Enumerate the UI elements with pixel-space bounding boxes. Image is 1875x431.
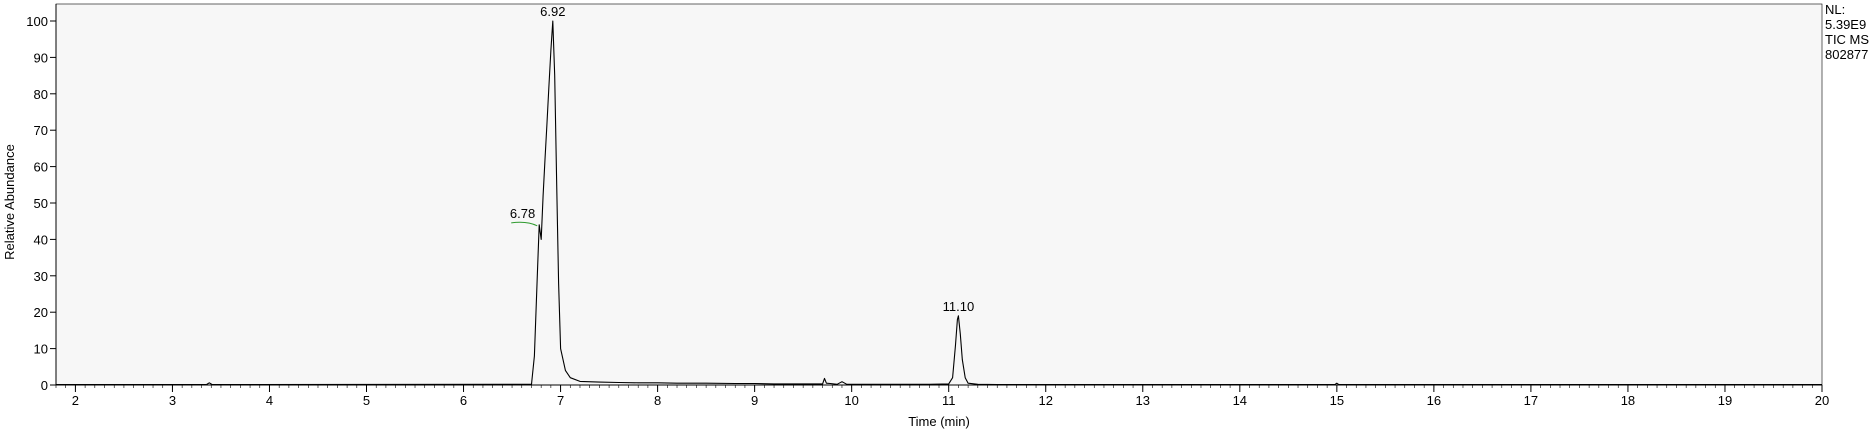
tic-trace: [56, 20, 1822, 386]
y-axis-title: Relative Abundance: [2, 144, 17, 260]
y-tick-label: 20: [34, 305, 48, 320]
scan-filter: TIC MS: [1825, 32, 1870, 47]
peak-label: 6.78: [510, 206, 535, 221]
y-tick-label: 40: [34, 232, 48, 247]
x-tick-label: 5: [363, 393, 370, 408]
x-tick-label: 15: [1330, 393, 1344, 408]
x-tick-label: 2: [72, 393, 79, 408]
x-tick-label: 14: [1233, 393, 1247, 408]
x-tick-label: 19: [1718, 393, 1732, 408]
x-tick-label: 10: [844, 393, 858, 408]
scan-id: 802877: [1825, 47, 1869, 62]
y-tick-label: 80: [34, 87, 48, 102]
y-tick-label: 30: [34, 269, 48, 284]
peak-integration-mark: [511, 221, 538, 227]
x-tick-label: 8: [654, 393, 661, 408]
y-ticks: 0 10 20 30 40 50 60 70 80 90 100: [26, 14, 56, 393]
x-tick-label: 9: [751, 393, 758, 408]
x-tick-label: 18: [1621, 393, 1635, 408]
y-tick-label: 0: [41, 378, 48, 393]
peak-label: 6.92: [540, 4, 565, 19]
x-tick-label: 20: [1815, 393, 1829, 408]
y-tick-label: 90: [34, 50, 48, 65]
scan-info: NL: 5.39E9 TIC MS 802877: [1825, 2, 1869, 62]
x-tick-label: 13: [1136, 393, 1150, 408]
peak-annotations: 6.92 6.78 11.10: [510, 4, 974, 314]
peak-label: 11.10: [943, 299, 975, 314]
nl-label: NL:: [1825, 2, 1846, 17]
x-tick-label: 4: [266, 393, 273, 408]
series-layer: [56, 20, 1822, 386]
x-tick-label: 16: [1427, 393, 1441, 408]
x-tick-label: 3: [169, 393, 176, 408]
nl-value: 5.39E9: [1825, 17, 1867, 32]
x-axis-title: Time (min): [908, 414, 970, 429]
y-tick-label: 10: [34, 342, 48, 357]
x-tick-label: 12: [1039, 393, 1053, 408]
y-tick-label: 70: [34, 123, 48, 138]
y-tick-label: 100: [26, 14, 48, 29]
x-tick-label: 6: [460, 393, 467, 408]
plot-area: [55, 3, 1823, 386]
x-major-ticks: 2 3 4 5 6 7 8 9 10 11 12 13 14 15 16 17 18 19 20: [72, 385, 1829, 408]
x-tick-label: 17: [1524, 393, 1538, 408]
y-tick-label: 50: [34, 196, 48, 211]
x-tick-label: 7: [557, 393, 564, 408]
y-tick-label: 60: [34, 160, 48, 175]
x-tick-label: 11: [942, 393, 956, 408]
